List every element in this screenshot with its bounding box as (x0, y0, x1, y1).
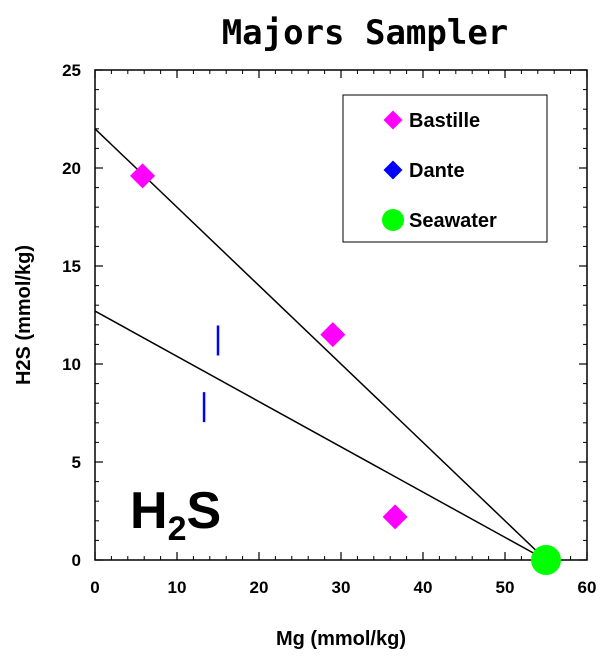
bastille-point (382, 504, 408, 530)
seawater-point (531, 545, 561, 575)
legend-marker-seawater (382, 209, 404, 231)
h2s-annotation: H2S (130, 482, 221, 548)
x-tick-label: 10 (168, 578, 187, 597)
data-points (130, 163, 561, 575)
y-tick-label: 15 (62, 257, 81, 276)
legend-marker-bastille (383, 110, 403, 130)
x-axis-label: Mg (mmol/kg) (276, 628, 406, 650)
legend-box (342, 94, 548, 243)
y-tick-label: 5 (72, 453, 81, 472)
y-axis-label: H2S (mmol/kg) (13, 245, 35, 385)
fit-lines (94, 128, 547, 561)
legend-marker-dante (383, 160, 403, 180)
annotation-main: H (130, 482, 168, 540)
mixing-line (94, 310, 547, 561)
bastille-point (320, 322, 346, 348)
axis-ticks (94, 69, 588, 561)
legend-label: Seawater (409, 210, 497, 232)
chart-title: Majors Sampler (222, 13, 509, 53)
x-tick-label: 0 (90, 578, 99, 597)
svg-text:H2S: H2S (130, 482, 221, 548)
y-tick-label: 20 (62, 159, 81, 178)
y-tick-labels: 0 5 10 15 20 25 (62, 61, 81, 570)
y-tick-label: 25 (62, 61, 81, 80)
x-tick-label: 50 (496, 578, 515, 597)
legend-label: Bastille (409, 110, 480, 132)
mixing-line (94, 128, 547, 561)
annotation-tail: S (186, 482, 221, 540)
x-tick-label: 40 (414, 578, 433, 597)
bastille-point (130, 163, 156, 189)
x-tick-label: 60 (578, 578, 597, 597)
y-tick-label: 0 (72, 551, 81, 570)
x-tick-label: 30 (332, 578, 351, 597)
y-tick-label: 10 (62, 355, 81, 374)
x-tick-label: 20 (250, 578, 269, 597)
x-tick-labels: 0 10 20 30 40 50 60 (90, 578, 596, 597)
annotation-sub: 2 (168, 510, 187, 548)
legend-label: Dante (409, 160, 465, 182)
legend: Bastille Dante Seawater (342, 94, 548, 243)
